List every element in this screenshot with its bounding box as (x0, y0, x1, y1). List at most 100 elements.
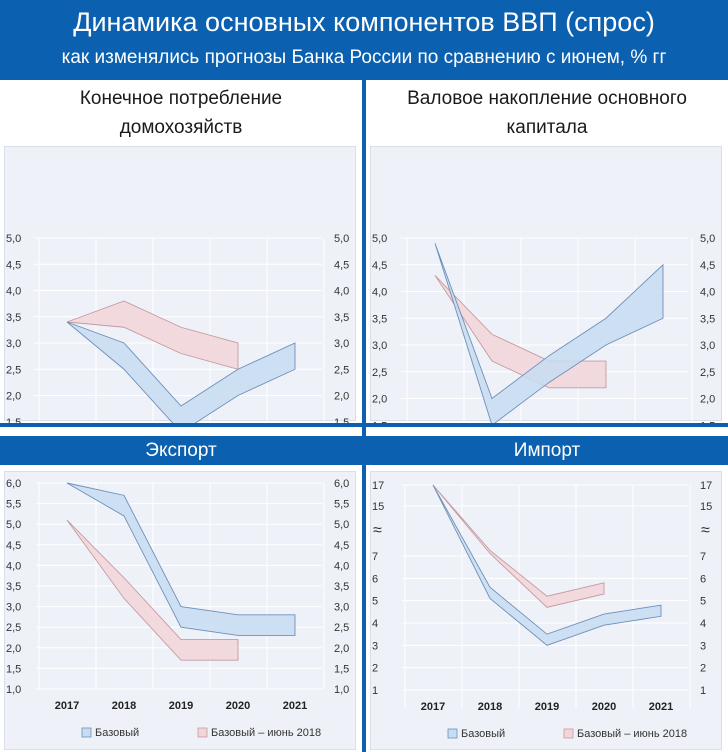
panel-investment: Валовое накопление основного капитала 1,… (366, 80, 728, 423)
y-tick-label-right: 4,5 (334, 540, 349, 552)
page-title: Динамика основных компонентов ВВП (спрос… (73, 7, 655, 37)
y-tick-label-left: 6,0 (6, 478, 21, 490)
y-tick-label-right: 2,5 (334, 364, 349, 376)
y-tick-label-left: 6 (372, 573, 378, 585)
y-tick-label-right: 1 (700, 685, 706, 697)
x-tick-label: 2020 (226, 700, 250, 712)
y-tick-label-right: 3,5 (700, 313, 715, 325)
legend-label-baseline-june-2018: Базовый – июнь 2018 (577, 728, 687, 740)
legend-swatch-baseline-june-2018 (563, 728, 574, 739)
y-tick-label-left: 7 (372, 551, 378, 563)
panel-import: Импорт 1 1 2 2 3 3 4 4 5 5 6 6 7 7 15 15 17 17 ≈ ≈2017 2018 2… (366, 427, 728, 752)
y-tick-label-right: 2,5 (334, 622, 349, 634)
y-tick-label-right: 2,0 (334, 643, 349, 655)
chart-consumption: 1,01,01,51,52,02,02,52,53,03,03,53,54,04… (6, 233, 349, 423)
panel-title: Валовое накопление основного капитала (407, 88, 687, 138)
y-tick-label-right: 1,5 (334, 663, 349, 675)
y-tick-label-left: 4,5 (6, 259, 21, 271)
y-tick-label-right: 2,5 (700, 367, 715, 379)
y-tick-label-left: 5,0 (6, 233, 21, 245)
y-tick-label-right: 17 (700, 480, 712, 492)
x-tick-label: 2017 (421, 701, 445, 713)
y-tick-label-right: 3 (700, 640, 706, 652)
x-tick-label: 2019 (169, 700, 193, 712)
chart-export: 1,0 1,0 1,5 1,5 2,0 2,0 2,5 2,5 3,0 3,0 3,5 3,5 4,0 4… (6, 478, 349, 739)
legend-label-baseline-june-2018: Базовый – июнь 2018 (211, 727, 321, 739)
y-tick-label-left: 15 (372, 501, 384, 513)
y-tick-label-left: 3,0 (6, 602, 21, 614)
y-tick-label-right: 1,5 (334, 417, 349, 423)
band-baseline-june-2018 (432, 484, 605, 608)
y-tick-label-right: 3,0 (700, 340, 715, 352)
axis-break-right: ≈ (701, 522, 710, 539)
y-tick-label-right: 7 (700, 551, 706, 563)
y-tick-label-right: 2,0 (334, 391, 349, 403)
y-tick-label-right: 5 (700, 596, 706, 608)
legend-label-baseline: Базовый (461, 728, 505, 740)
panel-consumption: Конечное потребление домохозяйств 1,01,0… (0, 80, 362, 423)
y-tick-label-left: 5,0 (6, 519, 21, 531)
y-tick-label-left: 1 (372, 685, 378, 697)
panel-title: Импорт (366, 436, 728, 465)
y-tick-label-right: 4,0 (700, 287, 715, 299)
y-tick-label-right: 5,0 (700, 233, 715, 245)
plot-background (370, 471, 722, 750)
y-tick-label-right: 15 (700, 501, 712, 513)
y-tick-label-left: 4,5 (6, 540, 21, 552)
y-tick-label-left: 3,0 (372, 340, 387, 352)
legend-swatch-baseline (81, 727, 92, 738)
y-tick-label-left: 5,0 (372, 233, 387, 245)
y-tick-label-left: 2,5 (6, 364, 21, 376)
x-tick-label: 2018 (478, 701, 502, 713)
y-tick-label-left: 4,0 (6, 560, 21, 572)
y-tick-label-right: 4,0 (334, 286, 349, 298)
page-subtitle: как изменялись прогнозы Банка России по … (61, 47, 667, 68)
legend-swatch-baseline-june-2018 (197, 727, 208, 738)
y-tick-label-left: 2,5 (372, 367, 387, 379)
gridlines (400, 237, 693, 423)
y-tick-label-left: 2,0 (372, 394, 387, 406)
panel-title: Конечное потребление домохозяйств (79, 88, 283, 138)
x-tick-label: 2018 (112, 700, 136, 712)
band-baseline-june-2018 (66, 519, 239, 661)
y-tick-label-left: 4,0 (372, 287, 387, 299)
header: Динамика основных компонентов ВВП (спрос… (0, 0, 728, 80)
y-tick-label-right: 3,5 (334, 581, 349, 593)
band-baseline (432, 484, 662, 646)
y-tick-label-left: 2,0 (6, 391, 21, 403)
legend: Базовый Базовый – июнь 2018 (447, 728, 687, 740)
y-tick-label-left: 3,5 (6, 581, 21, 593)
chart-investment: 1,01,01,51,52,02,02,52,53,03,03,53,54,04… (372, 233, 715, 423)
y-tick-label-left: 4,0 (6, 286, 21, 298)
y-tick-label-left: 3,0 (6, 338, 21, 350)
legend-swatch-baseline (447, 728, 458, 739)
y-tick-label-left: 1,5 (6, 663, 21, 675)
y-tick-label-left: 1,0 (6, 684, 21, 696)
band-baseline-june-2018 (434, 275, 607, 389)
y-tick-label-left: 1,5 (6, 417, 21, 423)
x-tick-label: 2017 (55, 700, 79, 712)
y-tick-label-left: 4,5 (372, 260, 387, 272)
y-tick-label-left: 4 (372, 618, 378, 630)
y-tick-label-right: 1,5 (700, 420, 715, 423)
y-tick-label-right: 5,0 (334, 519, 349, 531)
y-tick-label-right: 4,5 (700, 260, 715, 272)
y-tick-label-right: 4,5 (334, 259, 349, 271)
y-tick-label-right: 5,5 (334, 499, 349, 511)
y-tick-label-left: 17 (372, 480, 384, 492)
x-tick-label: 2020 (592, 701, 616, 713)
y-tick-label-left: 1,5 (372, 420, 387, 423)
x-tick-label: 2021 (649, 701, 673, 713)
y-tick-label-right: 6,0 (334, 478, 349, 490)
y-tick-label-right: 4,0 (334, 560, 349, 572)
y-tick-label-left: 3,5 (6, 312, 21, 324)
plot-background (4, 146, 356, 421)
y-tick-label-right: 3,0 (334, 602, 349, 614)
panel-title: Экспорт (0, 436, 362, 465)
axis-break-left: ≈ (373, 522, 382, 539)
legend-label-baseline: Базовый (95, 727, 139, 739)
y-tick-label-left: 3,5 (372, 313, 387, 325)
x-tick-label: 2021 (283, 700, 307, 712)
legend: Базовый Базовый – июнь 2018 (81, 727, 321, 739)
band-baseline (434, 243, 664, 423)
